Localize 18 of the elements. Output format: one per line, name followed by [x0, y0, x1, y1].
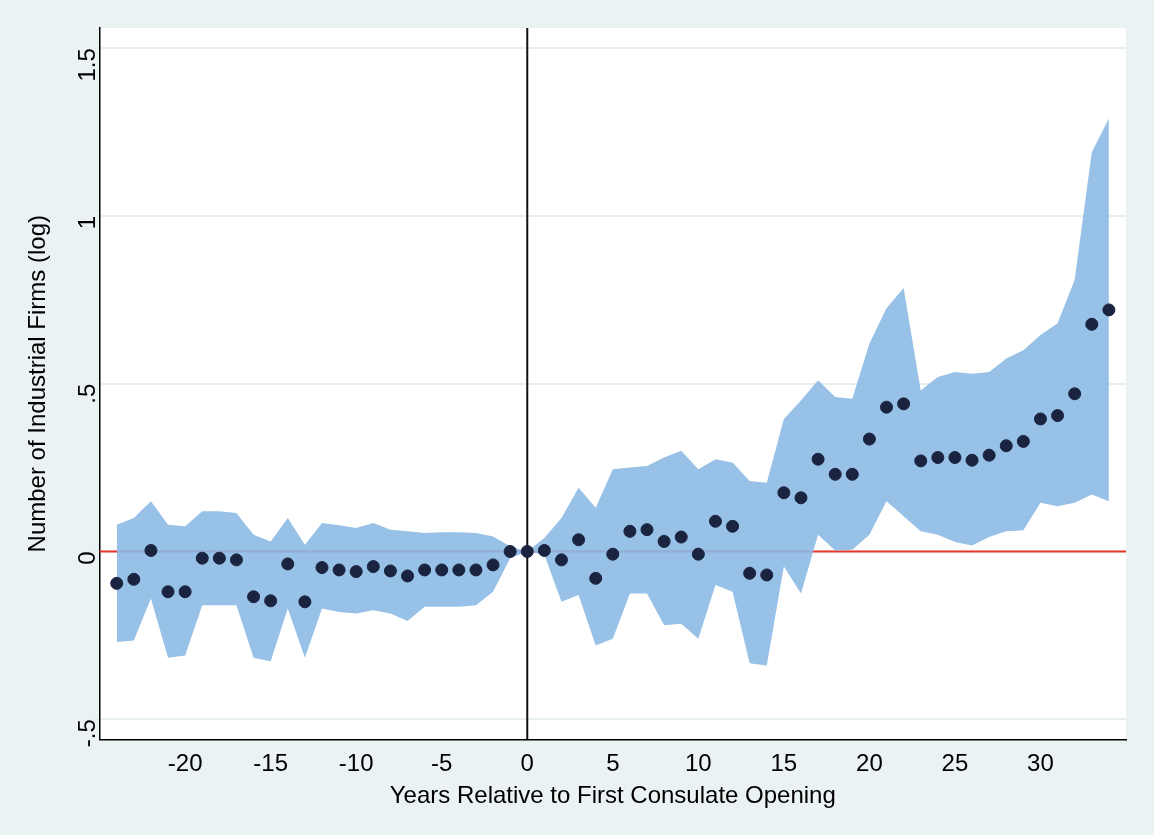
y-tick-label: .5 [73, 383, 101, 404]
y-tick-label: 1.5 [73, 48, 101, 82]
y-axis-title: Number of Industrial Firms (log) [23, 214, 51, 553]
y-tick-label: -.5 [73, 719, 101, 748]
x-tick-label: -10 [338, 749, 374, 777]
x-tick-label: -20 [167, 749, 203, 777]
y-tick-label: 1 [73, 215, 101, 230]
x-tick-label: -15 [253, 749, 289, 777]
x-axis-title: Years Relative to First Consulate Opening [389, 781, 836, 809]
x-tick-label: 15 [770, 749, 798, 777]
x-tick-label: 0 [520, 749, 534, 777]
x-tick-label: -5 [431, 749, 453, 777]
x-tick-label: 25 [941, 749, 969, 777]
x-tick-label: 20 [856, 749, 883, 777]
x-tick-label: 5 [606, 749, 620, 777]
x-tick-label: 10 [684, 749, 712, 777]
y-tick-label: 0 [73, 551, 101, 565]
x-tick-label: 30 [1027, 749, 1054, 777]
